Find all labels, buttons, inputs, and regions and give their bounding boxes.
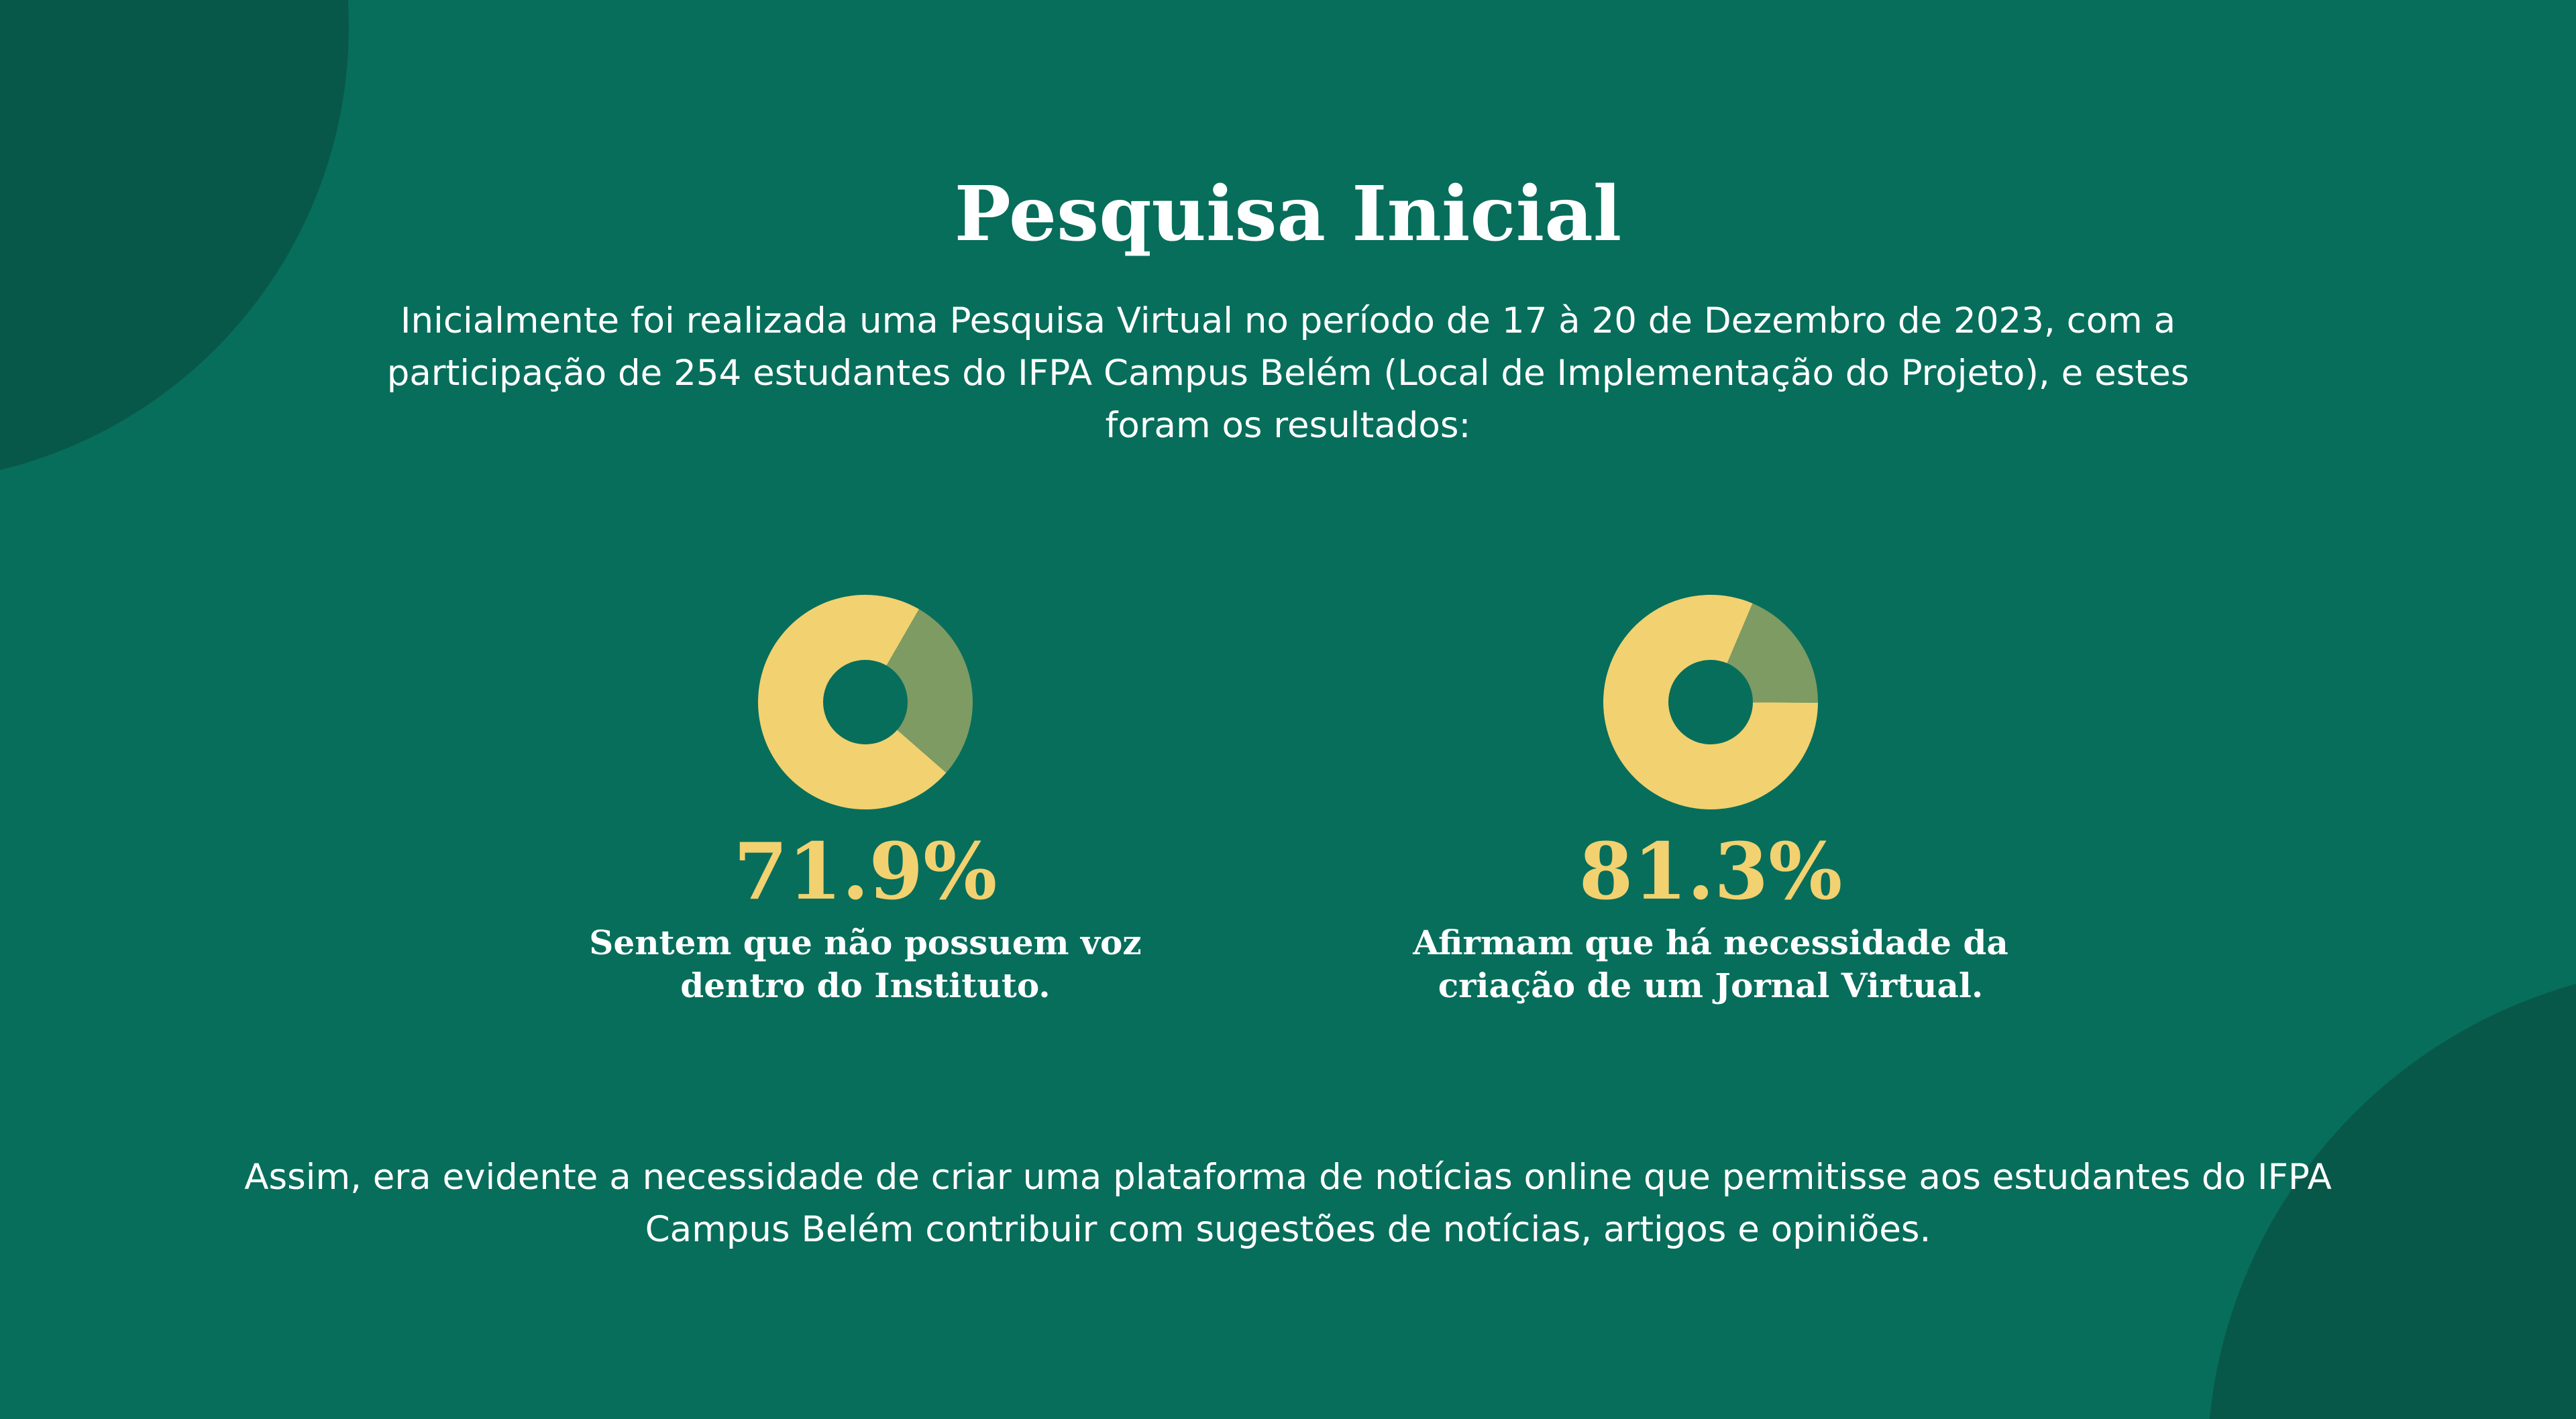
- donut-chart-1-svg: [758, 595, 973, 809]
- stat-description-1: Sentem que não possuem voz dentro do Ins…: [589, 923, 1142, 1005]
- stat-description-2: Afirmam que há necessidade da criação de…: [1413, 923, 2008, 1005]
- donut-chart-2-svg: [1603, 595, 1818, 809]
- intro-paragraph: Inicialmente foi realizada uma Pesquisa …: [386, 300, 2190, 446]
- donut-1-hole: [823, 660, 908, 744]
- donut-chart-2: [1603, 595, 1818, 809]
- conclusion-paragraph: Assim, era evidente a necessidade de cri…: [244, 1157, 2332, 1250]
- donut-chart-1: [758, 595, 973, 809]
- donut-1-slice-2: [865, 609, 973, 773]
- page-title: Pesquisa Inicial: [954, 170, 1622, 258]
- stat-value-1: 71.9%: [733, 826, 998, 917]
- stat-value-2: 81.3%: [1578, 826, 1843, 917]
- donut-2-hole: [1668, 660, 1753, 744]
